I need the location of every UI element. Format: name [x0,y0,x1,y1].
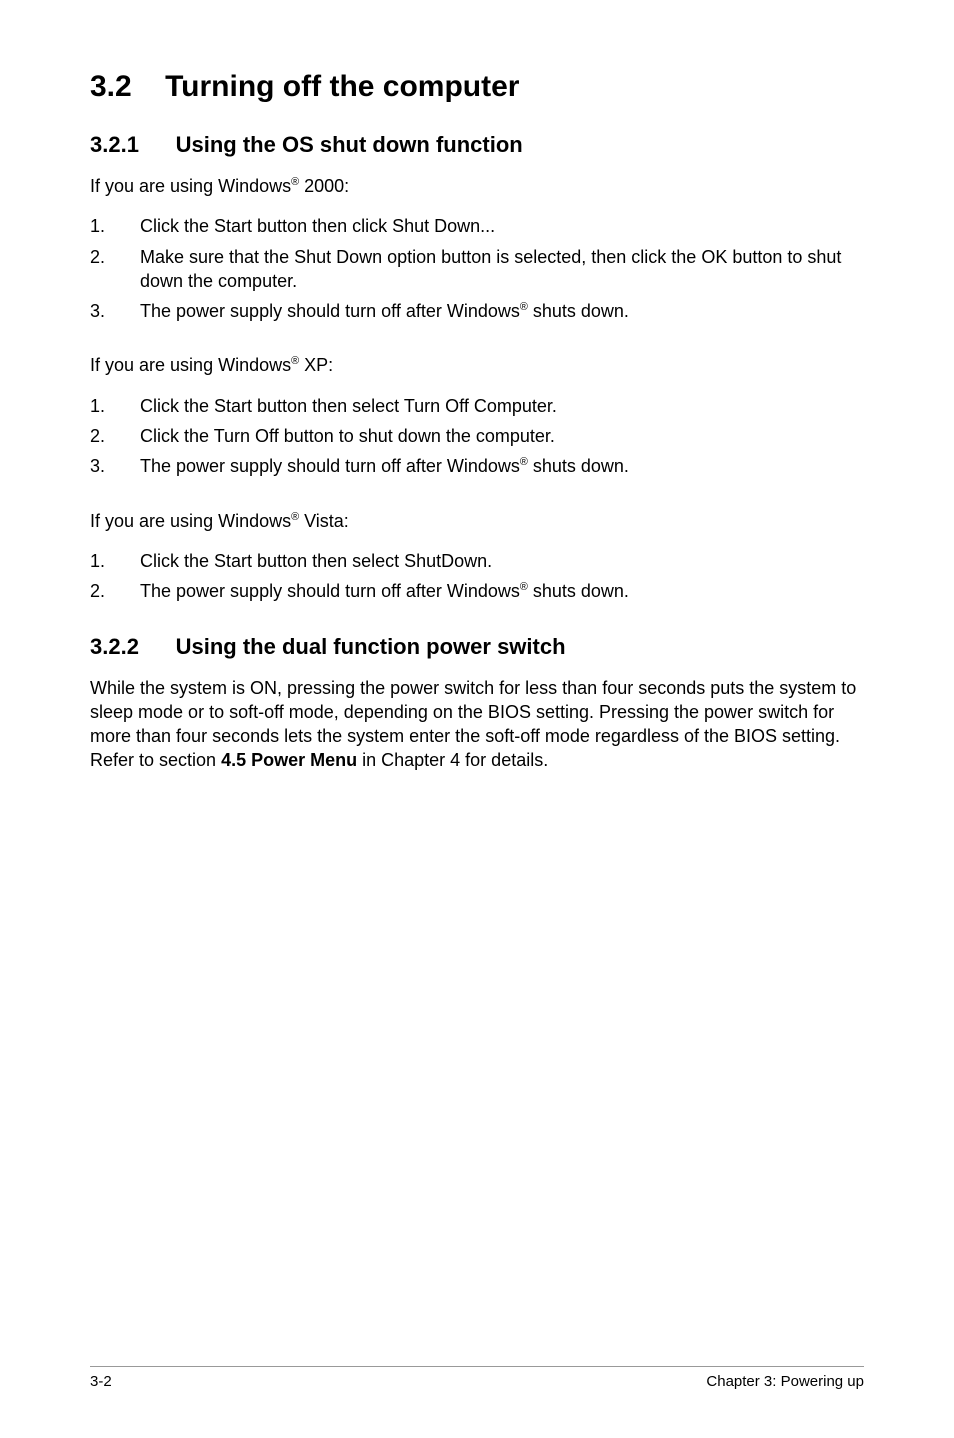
page-footer: 3-2 Chapter 3: Powering up [90,1366,864,1390]
list-item: The power supply should turn off after W… [90,579,864,603]
chapter-label: Chapter 3: Powering up [706,1373,864,1390]
text: Click the Start button then select Turn … [140,396,557,416]
list-item: Click the Start button then select ShutD… [90,549,864,573]
text: 2000: [299,176,349,196]
intro-winvista: If you are using Windows® Vista: [90,509,864,533]
intro-winxp: If you are using Windows® XP: [90,353,864,377]
subsection-number: 3.2.2 [90,634,139,659]
block-winvista: If you are using Windows® Vista: Click t… [90,509,864,604]
list-item: The power supply should turn off after W… [90,299,864,323]
subsection-3-2-2-title: 3.2.2 Using the dual function power swit… [90,634,864,660]
text: The power supply should turn off after W… [140,456,520,476]
subsection-heading: Using the dual function power switch [176,634,566,659]
text: The power supply should turn off after W… [140,301,520,321]
subsection-number: 3.2.1 [90,132,139,157]
footer-divider [90,1366,864,1367]
text-bold: 4.5 Power Menu [221,750,357,770]
text: Click the Start button then click Shut D… [140,216,495,236]
section-title: 3.2 Turning off the computer [90,70,864,104]
footer-row: 3-2 Chapter 3: Powering up [90,1373,864,1390]
section-number: 3.2 [90,70,132,103]
registered-mark: ® [291,355,299,367]
page-number: 3-2 [90,1373,112,1390]
intro-win2000: If you are using Windows® 2000: [90,174,864,198]
text: shuts down. [528,581,629,601]
registered-mark: ® [291,176,299,188]
section-heading: Turning off the computer [165,70,519,103]
block-winxp: If you are using Windows® XP: Click the … [90,353,864,478]
steps-win2000: Click the Start button then click Shut D… [90,214,864,323]
block-win2000: If you are using Windows® 2000: Click th… [90,174,864,323]
text: The power supply should turn off after W… [140,581,520,601]
list-item: The power supply should turn off after W… [90,454,864,478]
list-item: Make sure that the Shut Down option butt… [90,245,864,294]
subsection-3-2-1-title: 3.2.1 Using the OS shut down function [90,132,864,158]
text: Make sure that the Shut Down option butt… [140,247,841,291]
list-item: Click the Turn Off button to shut down t… [90,424,864,448]
list-item: Click the Start button then select Turn … [90,394,864,418]
registered-mark: ® [520,581,528,593]
text: If you are using Windows [90,511,291,531]
text: Click the Turn Off button to shut down t… [140,426,555,446]
text: XP: [299,355,333,375]
text: shuts down. [528,301,629,321]
body-3-2-2: While the system is ON, pressing the pow… [90,676,864,773]
subsection-heading: Using the OS shut down function [176,132,523,157]
registered-mark: ® [520,301,528,313]
text: If you are using Windows [90,355,291,375]
steps-winxp: Click the Start button then select Turn … [90,394,864,479]
text: Vista: [299,511,349,531]
text: Click the Start button then select ShutD… [140,551,492,571]
text: in Chapter 4 for details. [357,750,548,770]
text: If you are using Windows [90,176,291,196]
text: shuts down. [528,456,629,476]
registered-mark: ® [520,456,528,468]
steps-winvista: Click the Start button then select ShutD… [90,549,864,604]
registered-mark: ® [291,511,299,523]
list-item: Click the Start button then click Shut D… [90,214,864,238]
